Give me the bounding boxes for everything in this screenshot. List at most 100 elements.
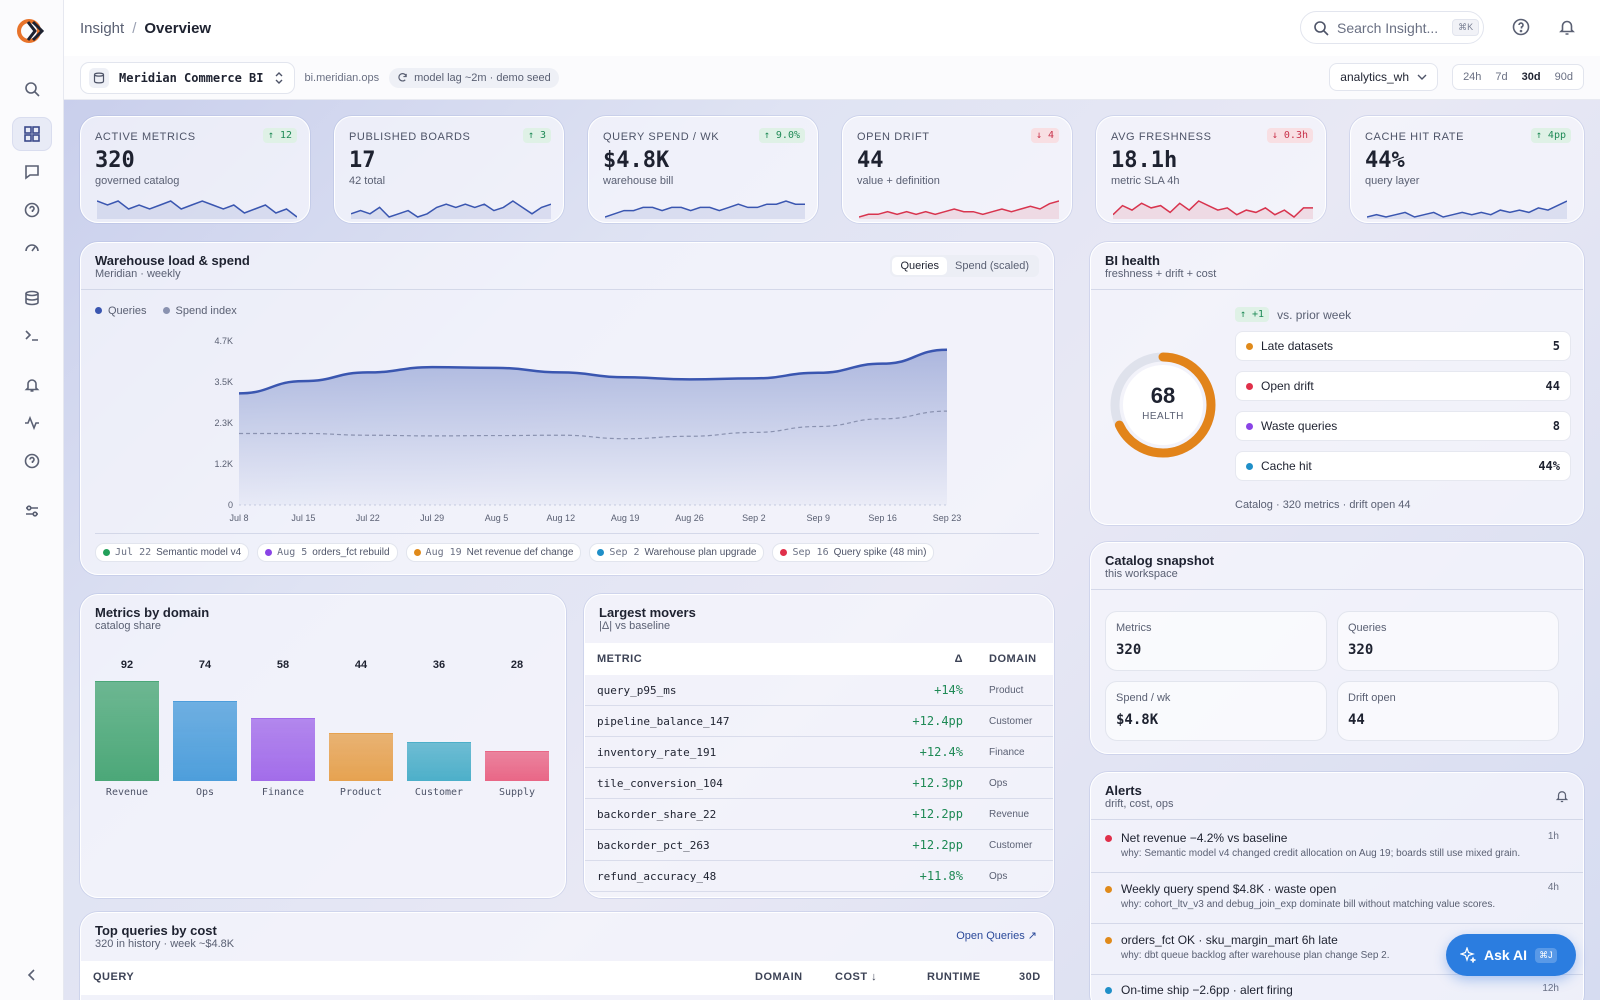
alert-item[interactable]: Weekly query spend $4.8K · waste open why… bbox=[1103, 882, 1559, 910]
health-row[interactable]: Open drift 44 bbox=[1235, 371, 1571, 401]
notification-bell-icon[interactable] bbox=[1558, 18, 1578, 38]
terminal-icon[interactable] bbox=[12, 318, 52, 352]
alert-time: 12h bbox=[1542, 983, 1559, 994]
open-queries-link[interactable]: Open Queries ↗ bbox=[956, 930, 1037, 942]
help-circle-icon[interactable] bbox=[12, 444, 52, 478]
alert-item[interactable]: orders_fct OK · sku_margin_mart 6h late w… bbox=[1103, 933, 1559, 961]
collapse-icon[interactable] bbox=[12, 958, 52, 992]
kpi-card[interactable]: PUBLISHED BOARDS 17 42 total ↑ 3 bbox=[334, 116, 564, 223]
metric-name: pipeline_balance_147 bbox=[597, 714, 730, 728]
col-runtime[interactable]: RUNTIME bbox=[927, 971, 981, 983]
col-query[interactable]: QUERY bbox=[93, 971, 135, 983]
table-row[interactable]: backorder_share_22 +12.2pp Revenue bbox=[585, 799, 1053, 830]
health-row[interactable]: Cache hit 44% bbox=[1235, 451, 1571, 481]
activity-icon[interactable] bbox=[12, 406, 52, 440]
stat-value: 320 bbox=[1116, 642, 1142, 658]
table-row[interactable]: query_p95_ms +14% Product bbox=[585, 675, 1053, 706]
sliders-icon[interactable] bbox=[12, 494, 52, 528]
health-change-badge: ↑ +1 bbox=[1235, 307, 1270, 322]
gauge-icon[interactable] bbox=[12, 231, 52, 265]
bi-health-card: BI health freshness + drift + cost 68 HE… bbox=[1090, 242, 1584, 525]
dashboard-icon[interactable] bbox=[12, 117, 52, 151]
event-chip[interactable]: Aug 19 Net revenue def change bbox=[405, 543, 582, 562]
sparkline-area bbox=[859, 201, 1059, 219]
domain-bar[interactable] bbox=[95, 681, 159, 781]
sparkline-area bbox=[1113, 201, 1313, 219]
table-row[interactable]: refund_accuracy_48 +11.8% Ops bbox=[585, 861, 1053, 892]
alert-item[interactable]: On-time ship −2.6pp · alert firing 12h bbox=[1103, 983, 1559, 997]
range-option[interactable]: 90d bbox=[1554, 71, 1573, 83]
kpi-label: CACHE HIT RATE bbox=[1365, 131, 1465, 143]
table-row[interactable]: backorder_pct_263 +12.2pp Customer bbox=[585, 830, 1053, 861]
chart-legend: Queries Spend index bbox=[95, 305, 237, 317]
domain-bar[interactable] bbox=[173, 700, 237, 781]
col-domain[interactable]: DOMAIN bbox=[989, 653, 1037, 665]
database-icon bbox=[89, 67, 109, 88]
kpi-value: 18.1h bbox=[1111, 148, 1178, 173]
sparkline-line bbox=[1113, 200, 1313, 218]
legend-spend: Spend index bbox=[175, 305, 237, 317]
kpi-sparkline bbox=[97, 200, 297, 219]
search-icon[interactable] bbox=[12, 72, 52, 106]
database-icon[interactable] bbox=[12, 281, 52, 315]
divider bbox=[1091, 923, 1583, 924]
col-delta[interactable]: Δ bbox=[954, 653, 963, 665]
metric-domain: Product bbox=[989, 684, 1024, 696]
y-tick-label: 0 bbox=[228, 500, 233, 510]
card-title: Top queries by cost bbox=[95, 923, 217, 938]
event-chip[interactable]: Sep 2 Warehouse plan upgrade bbox=[589, 543, 765, 562]
metric-domain: Finance bbox=[989, 746, 1025, 758]
kpi-card[interactable]: QUERY SPEND / WK $4.8K warehouse bill ↑ … bbox=[588, 116, 818, 223]
col-domain[interactable]: DOMAIN bbox=[755, 971, 803, 983]
chat-icon[interactable] bbox=[12, 155, 52, 189]
event-chip[interactable]: Sep 16 Query spike (48 min) bbox=[772, 543, 935, 562]
kpi-sparkline bbox=[1113, 200, 1313, 219]
app-logo[interactable] bbox=[16, 16, 46, 46]
table-row[interactable]: pipeline_balance_147 +12.4pp Customer bbox=[585, 706, 1053, 737]
event-annotations: Jul 22 Semantic model v4 Aug 5 orders_fct … bbox=[95, 543, 935, 562]
breadcrumb-root[interactable]: Insight bbox=[80, 19, 125, 37]
col-30d[interactable]: 30D bbox=[1019, 971, 1041, 983]
health-row[interactable]: Waste queries 8 bbox=[1235, 411, 1571, 441]
event-chip[interactable]: Aug 5 orders_fct rebuild bbox=[257, 543, 398, 562]
range-option[interactable]: 24h bbox=[1463, 71, 1482, 83]
health-row[interactable]: Late datasets 5 bbox=[1235, 331, 1571, 361]
catalog-snapshot-card: Catalog snapshot this workspace Metrics 3… bbox=[1090, 542, 1584, 754]
bell-icon[interactable] bbox=[12, 368, 52, 402]
top-bar: Insight / Overview Search Insight... ⌘K bbox=[64, 0, 1600, 56]
table-row[interactable]: inventory_rate_191 +12.4% Finance bbox=[585, 737, 1053, 768]
stat-tile: Metrics 320 bbox=[1105, 611, 1327, 671]
search-input[interactable]: Search Insight... ⌘K bbox=[1300, 11, 1484, 44]
domain-bar[interactable] bbox=[329, 733, 393, 781]
tab-queries[interactable]: Queries bbox=[892, 257, 947, 275]
kpi-card[interactable]: OPEN DRIFT 44 value + definition ↓ 4 bbox=[842, 116, 1072, 223]
kpi-card[interactable]: CACHE HIT RATE 44% query layer ↑ 4pp bbox=[1350, 116, 1584, 223]
event-chip[interactable]: Jul 22 Semantic model v4 bbox=[95, 543, 250, 562]
help-icon[interactable] bbox=[1512, 18, 1532, 38]
tab-spend[interactable]: Spend (scaled) bbox=[955, 260, 1029, 272]
bar-category-label: Finance bbox=[261, 787, 305, 798]
range-option[interactable]: 7d bbox=[1495, 71, 1508, 83]
col-cost[interactable]: COST ↓ bbox=[835, 971, 878, 983]
alert-item[interactable]: Net revenue −4.2% vs baseline why: Semant… bbox=[1103, 831, 1559, 859]
kpi-card[interactable]: ACTIVE METRICS 320 governed catalog ↑ 12 bbox=[80, 116, 310, 223]
bell-icon[interactable] bbox=[1555, 789, 1569, 803]
range-option[interactable]: 30d bbox=[1521, 71, 1541, 83]
card-subtitle: |Δ| vs baseline bbox=[599, 620, 671, 632]
help-icon[interactable] bbox=[12, 193, 52, 227]
time-range-selector: 24h 7d 30d 90d bbox=[1452, 64, 1584, 90]
domain-bar[interactable] bbox=[485, 750, 549, 781]
y-tick-label: 3.5K bbox=[214, 377, 233, 387]
ask-ai-button[interactable]: Ask AI ⌘J bbox=[1446, 934, 1576, 976]
warehouse-select[interactable]: analytics_wh bbox=[1329, 63, 1438, 91]
metric-delta: +12.2pp bbox=[912, 838, 963, 852]
domain-bar[interactable] bbox=[251, 717, 315, 781]
col-metric[interactable]: METRIC bbox=[597, 653, 643, 665]
domain-bar[interactable] bbox=[407, 741, 471, 781]
left-rail bbox=[0, 0, 64, 1000]
sparkline-area bbox=[605, 201, 805, 219]
health-row-label: Open drift bbox=[1261, 379, 1314, 393]
workspace-selector[interactable]: Meridian Commerce BI bbox=[80, 61, 295, 94]
kpi-card[interactable]: AVG FRESHNESS 18.1h metric SLA 4h ↓ 0.3h bbox=[1096, 116, 1326, 223]
table-row[interactable]: tile_conversion_104 +12.3pp Ops bbox=[585, 768, 1053, 799]
